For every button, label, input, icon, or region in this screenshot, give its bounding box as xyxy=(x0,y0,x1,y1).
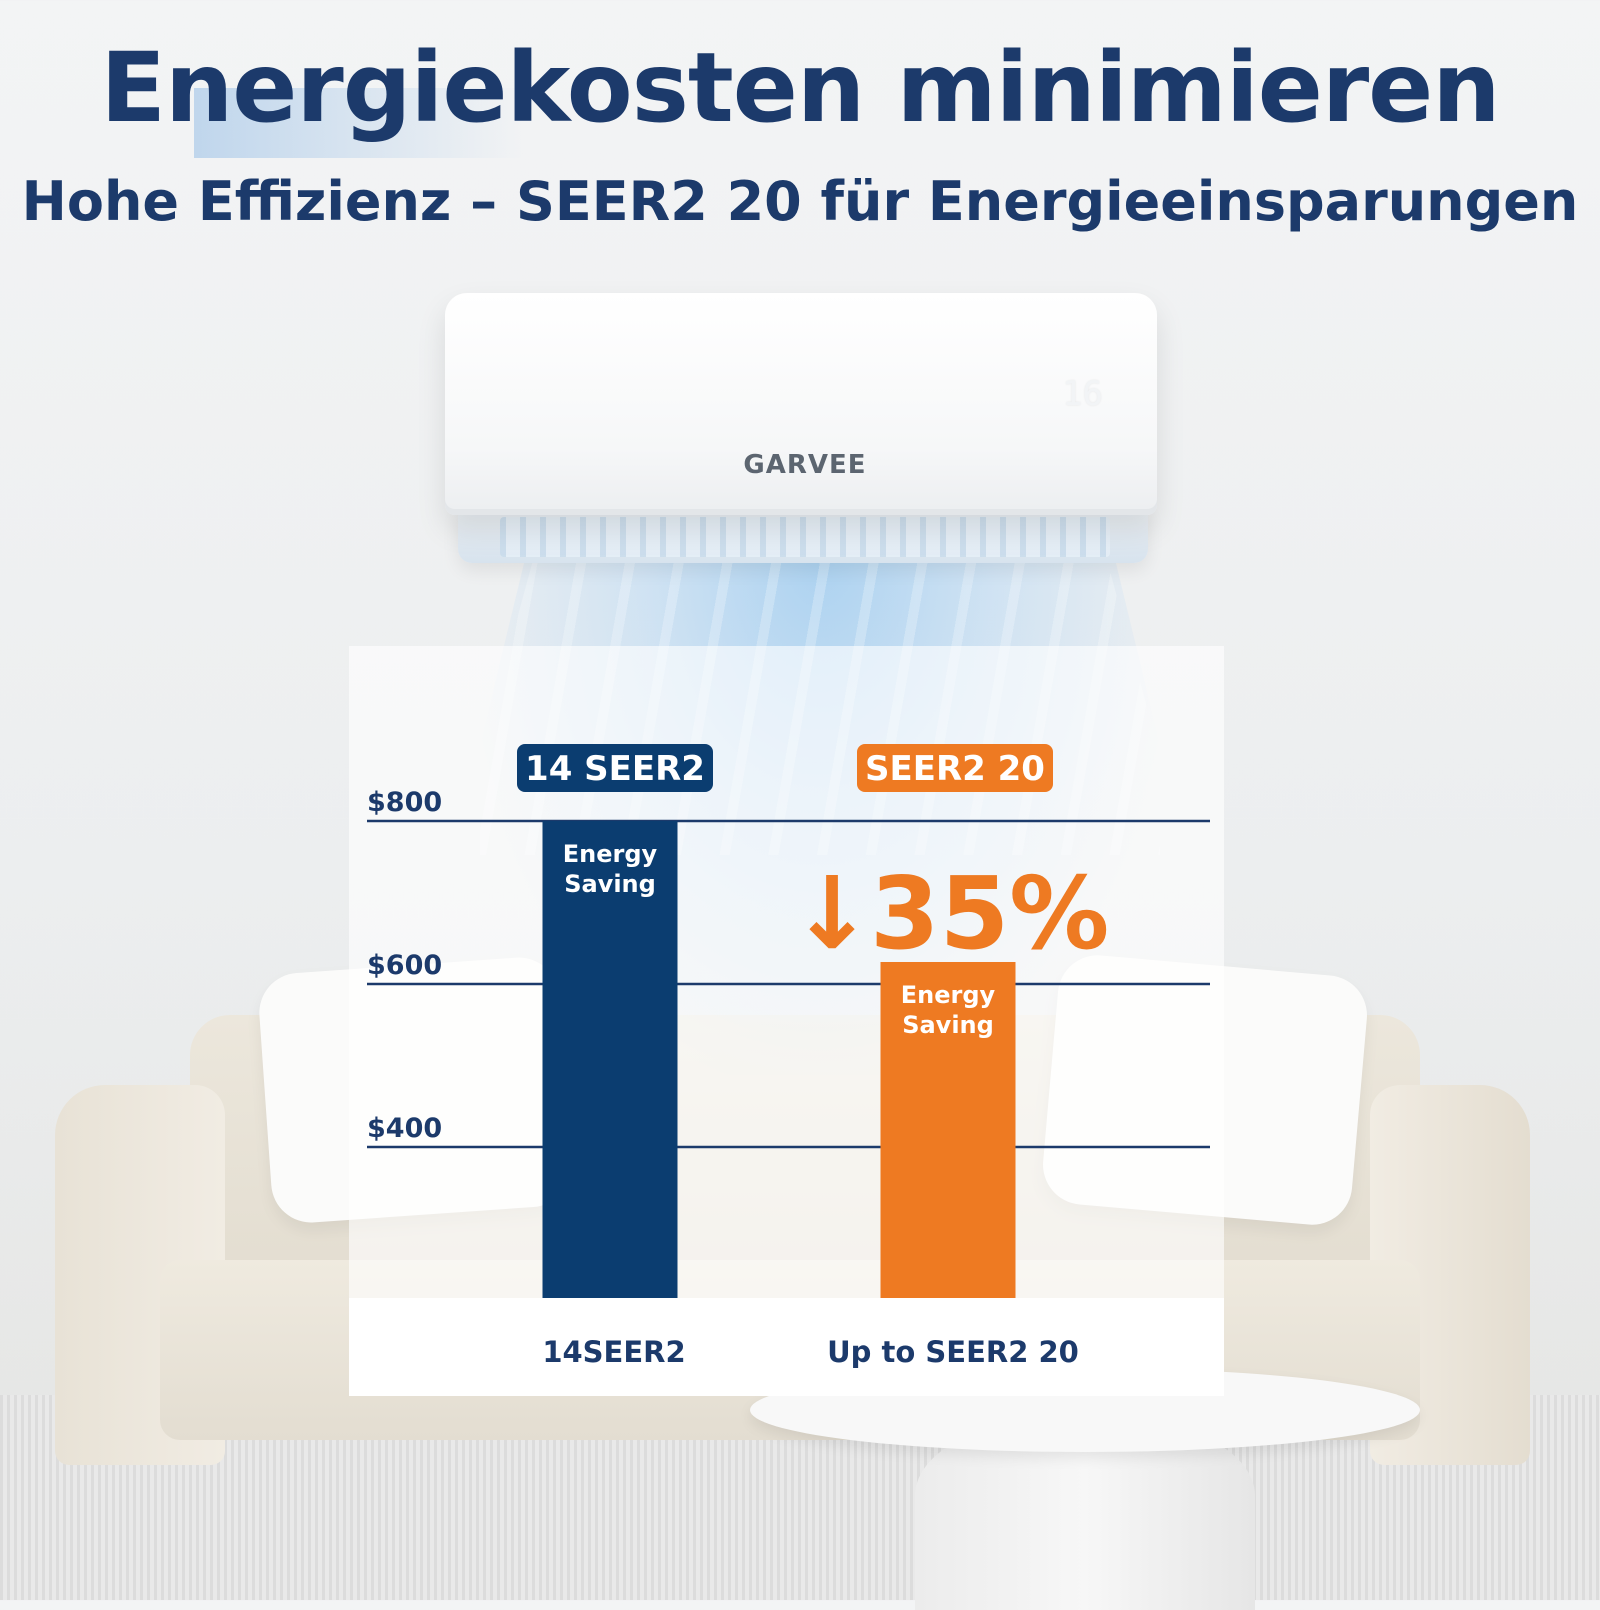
air-conditioner-unit xyxy=(445,293,1157,515)
y-tick-label: $600 xyxy=(367,950,442,981)
y-tick-label: $800 xyxy=(367,787,442,818)
bars-layer xyxy=(542,821,1016,1298)
category-label: Up to SEER2 20 xyxy=(827,1335,1079,1369)
category-label: 14SEER2 xyxy=(542,1335,685,1369)
legend-badge xyxy=(517,744,713,792)
bar-seer2-14 xyxy=(542,821,678,1298)
chart-panel xyxy=(349,646,1224,1396)
bar-label: Energy xyxy=(563,840,658,868)
bar-label: Energy xyxy=(901,981,996,1009)
grid-layer xyxy=(367,819,1210,1149)
headline-accent xyxy=(194,88,524,158)
page-subtitle: Hohe Effizienz – SEER2 20 für Energieein… xyxy=(21,170,1579,233)
bar-seer2-20 xyxy=(880,961,1016,1298)
page-title: Energiekosten minimieren xyxy=(100,32,1500,144)
callout-layer: ↓35% xyxy=(790,855,1109,972)
ac-vent-louvers xyxy=(500,517,1110,557)
y-tick-label: $400 xyxy=(367,1113,442,1144)
ac-temperature-display: 16 xyxy=(1062,374,1103,414)
bar-label: Saving xyxy=(902,1011,994,1039)
labels-layer: $400$600$800EnergySaving14SEER2EnergySav… xyxy=(367,787,1079,1369)
chart-footer xyxy=(349,1298,1224,1396)
down-arrow-icon: ↓ xyxy=(790,855,874,972)
bar-label: Saving xyxy=(564,870,656,898)
ac-brand-logo: GARVEE xyxy=(743,450,867,480)
savings-percentage: 35% xyxy=(870,855,1109,972)
legend-label: SEER2 20 xyxy=(865,749,1045,789)
legend-badge xyxy=(857,744,1053,792)
legend-label: 14 SEER2 xyxy=(525,749,705,789)
legend-layer: 14 SEER2 SEER2 20 xyxy=(517,744,1053,792)
